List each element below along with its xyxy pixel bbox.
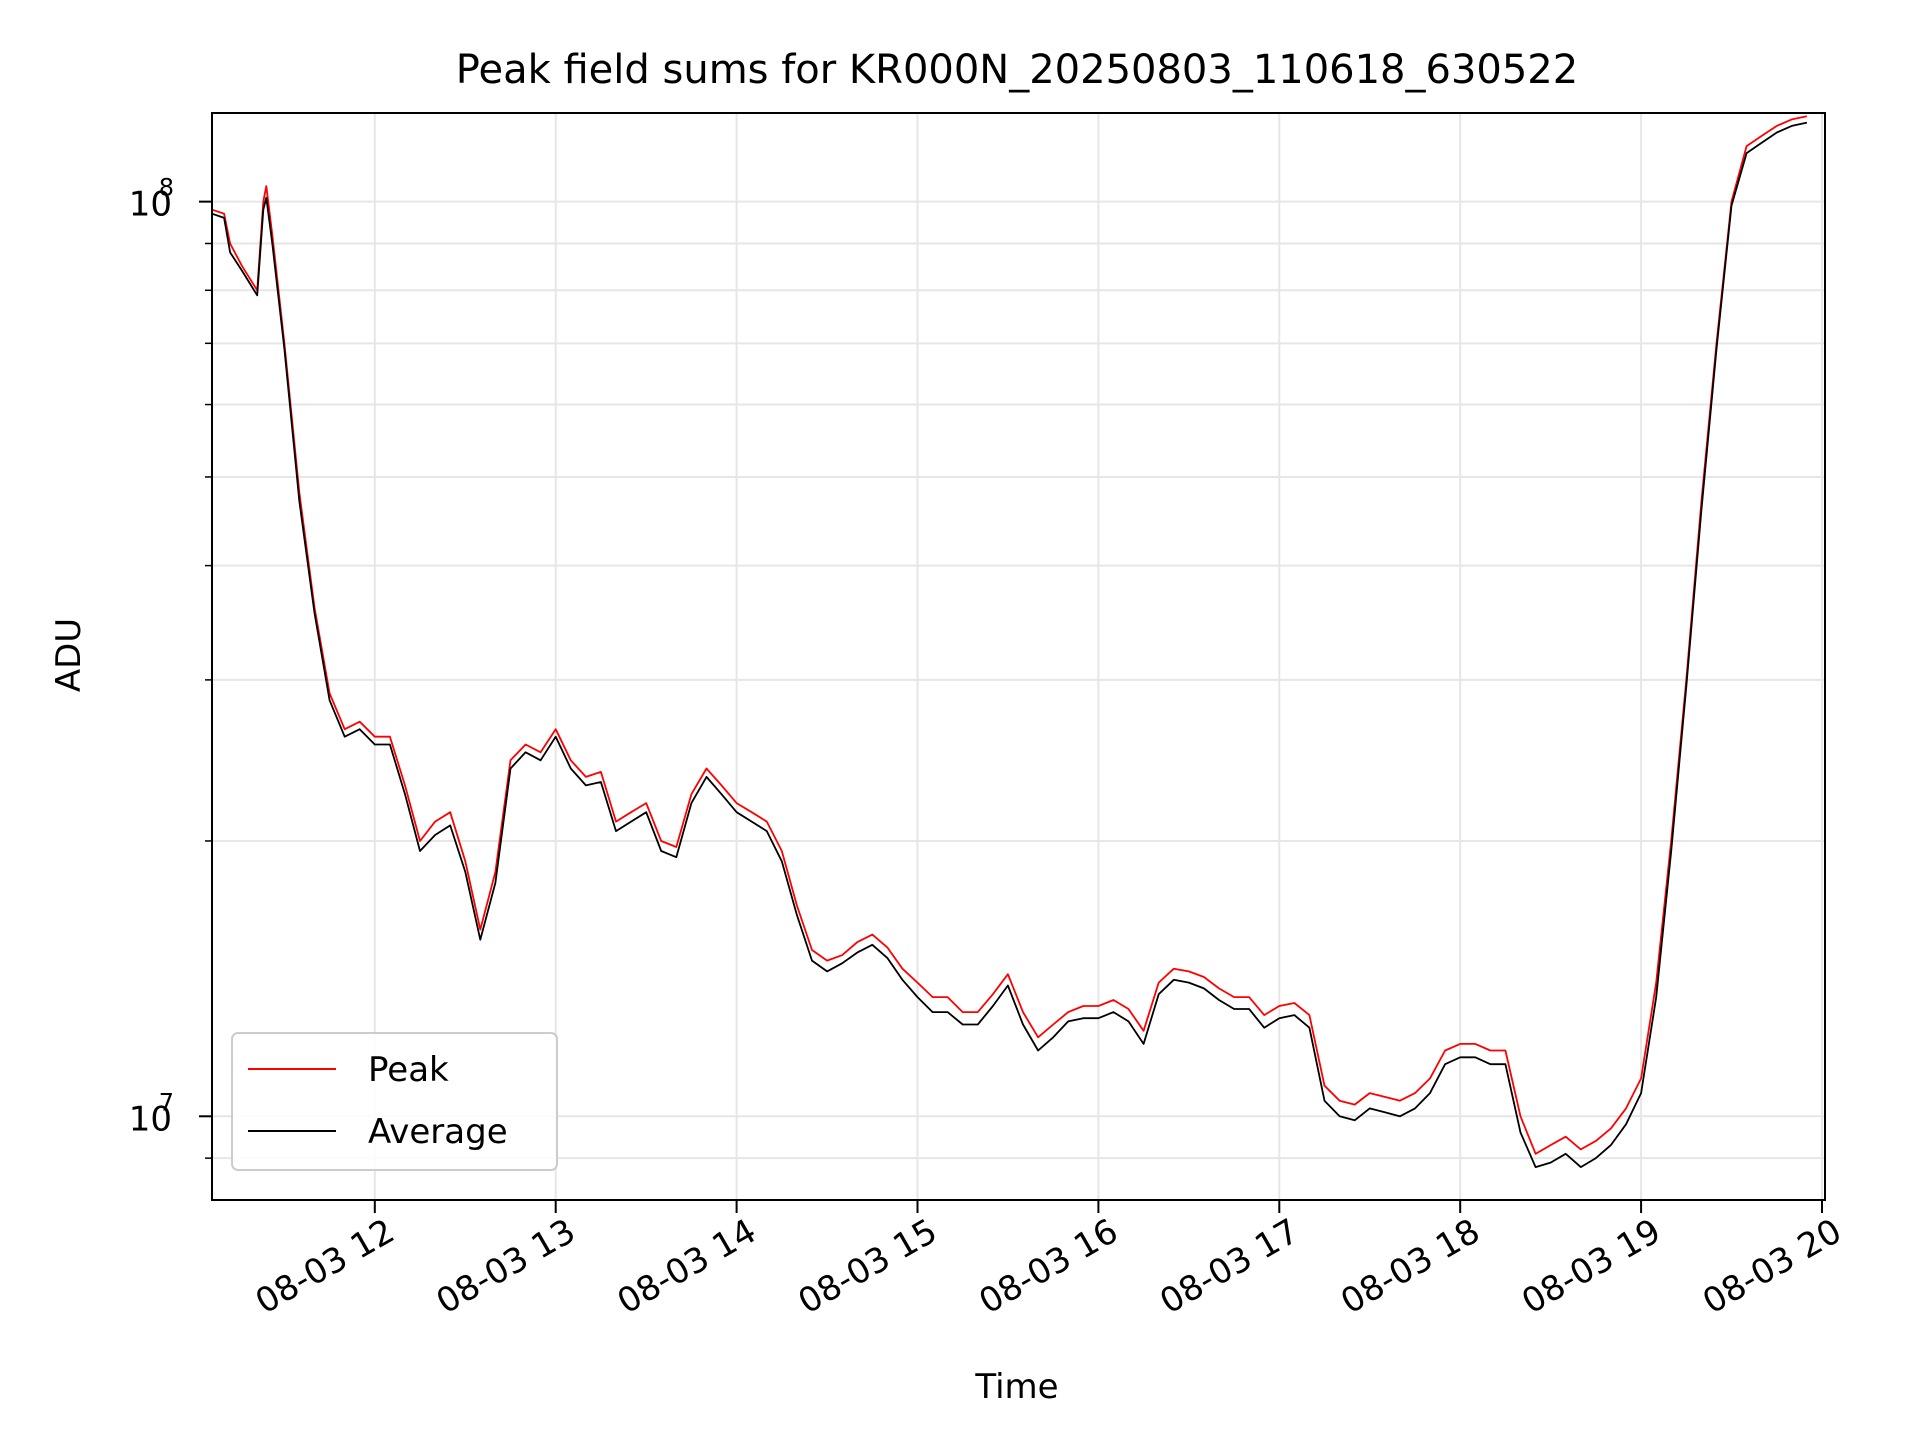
- chart-title: Peak field sums for KR000N_20250803_1106…: [456, 47, 1578, 93]
- legend-peak-label: Peak: [368, 1050, 449, 1090]
- grid: [212, 113, 1825, 1200]
- plot-frame: [211, 112, 1826, 1201]
- x-axis-label: Time: [974, 1367, 1058, 1407]
- y-tick-label-exponent: 7: [159, 1088, 174, 1116]
- y-tick-label: 10: [129, 1099, 172, 1139]
- series-line-peak: [211, 115, 1808, 1155]
- legend-box: [231, 1032, 558, 1171]
- y-tick-label: 10: [129, 185, 172, 225]
- plot-lines: [211, 115, 1808, 1168]
- legend-average-label: Average: [368, 1112, 508, 1152]
- series-line-average: [211, 121, 1808, 1168]
- legend: Peak Average: [231, 1032, 558, 1171]
- y-tick-label-exponent: 8: [159, 174, 174, 202]
- y-axis-label: ADU: [49, 618, 89, 692]
